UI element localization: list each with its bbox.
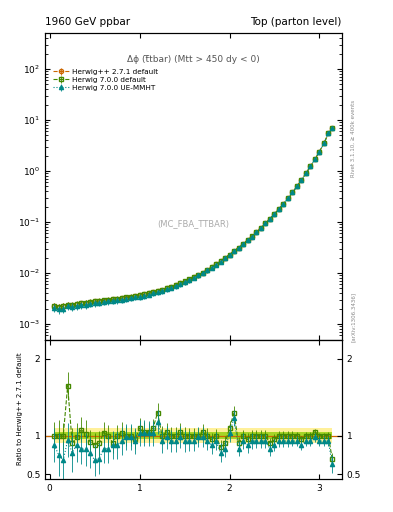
Y-axis label: Ratio to Herwig++ 2.7.1 default: Ratio to Herwig++ 2.7.1 default bbox=[17, 353, 23, 465]
Text: Δϕ (t̅tbar) (Mtt > 450 dy < 0): Δϕ (t̅tbar) (Mtt > 450 dy < 0) bbox=[127, 55, 260, 63]
Text: [arXiv:1306.3436]: [arXiv:1306.3436] bbox=[351, 292, 356, 343]
Text: Rivet 3.1.10, ≥ 400k events: Rivet 3.1.10, ≥ 400k events bbox=[351, 100, 356, 177]
Text: (MC_FBA_TTBAR): (MC_FBA_TTBAR) bbox=[158, 219, 230, 228]
Legend: Herwig++ 2.7.1 default, Herwig 7.0.0 default, Herwig 7.0.0 UE-MMHT: Herwig++ 2.7.1 default, Herwig 7.0.0 def… bbox=[52, 68, 160, 92]
Text: 1960 GeV ppbar: 1960 GeV ppbar bbox=[45, 16, 130, 27]
Text: Top (parton level): Top (parton level) bbox=[250, 16, 342, 27]
